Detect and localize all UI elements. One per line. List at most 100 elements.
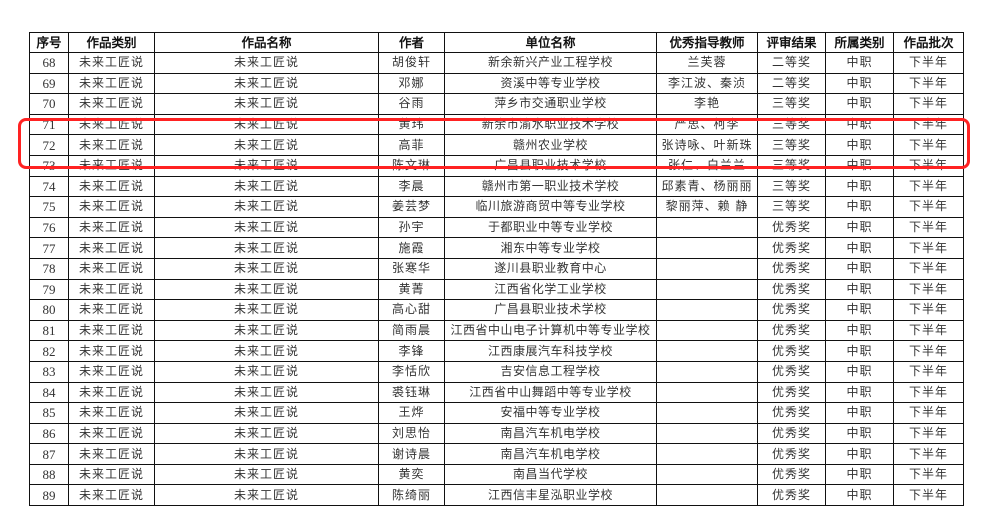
header-instructor: 优秀指导教师 <box>656 32 758 53</box>
cell-work-category: 未来工匠说 <box>68 154 155 177</box>
cell-author: 裘钰琳 <box>378 381 445 404</box>
cell-batch: 下半年 <box>893 216 964 239</box>
cell-school-name: 江西省中山舞蹈中等专业学校 <box>444 381 657 404</box>
cell-result: 三等奖 <box>757 134 826 156</box>
cell-instructor: 李江波、秦浈 <box>656 72 758 95</box>
cell-batch: 下半年 <box>893 154 964 177</box>
cell-school-name: 江西信丰星泓职业学校 <box>444 484 657 507</box>
cell-author: 邓娜 <box>378 72 445 95</box>
header-school-name: 单位名称 <box>444 32 657 53</box>
cell-work-title: 未来工匠说 <box>154 360 379 383</box>
table-row: 74 未来工匠说 未来工匠说 李晨 赣州市第一职业技术学校 邱素青、杨丽丽 三等奖 中职 下半年 <box>29 175 964 198</box>
cell-category: 中职 <box>825 299 894 321</box>
cell-batch: 下半年 <box>893 463 964 486</box>
cell-work-category: 未来工匠说 <box>68 257 155 280</box>
cell-work-title: 未来工匠说 <box>154 196 379 218</box>
table-row: 83 未来工匠说 未来工匠说 李恬欣 吉安信息工程学校 优秀奖 中职 下半年 <box>29 360 964 383</box>
cell-school-name: 安福中等专业学校 <box>444 402 657 424</box>
table-row: 75 未来工匠说 未来工匠说 姜芸梦 临川旅游商贸中等专业学校 黎丽萍、赖 静三等奖 中职下… <box>29 196 964 218</box>
cell-school-name: 南昌当代学校 <box>444 463 657 486</box>
table-row: 72 未来工匠说 未来工匠说 高菲 赣州农业学校 张诗咏、叶新珠 三等奖 中职 下半年 <box>29 134 964 156</box>
cell-work-title: 未来工匠说 <box>154 340 379 362</box>
header-work-category: 作品类别 <box>68 32 155 53</box>
cell-result: 二等奖 <box>757 52 826 74</box>
cell-author: 谢诗晨 <box>378 443 445 465</box>
cell-batch: 下半年 <box>893 402 964 424</box>
cell-work-category: 未来工匠说 <box>68 484 155 507</box>
cell-category: 中职 <box>825 360 894 383</box>
cell-author: 高菲 <box>378 134 445 156</box>
cell-result: 优秀奖 <box>757 237 826 259</box>
table-row: 84 未来工匠说 未来工匠说 裘钰琳 江西省中山舞蹈中等专业学校 优秀奖 中职 下半年 <box>29 381 964 404</box>
cell-category: 中职 <box>825 93 894 115</box>
cell-work-title: 未来工匠说 <box>154 237 379 259</box>
cell-category: 中职 <box>825 113 894 136</box>
cell-work-title: 未来工匠说 <box>154 72 379 95</box>
cell-result: 优秀奖 <box>757 422 826 445</box>
cell-author: 陈绮丽 <box>378 484 445 507</box>
cell-work-title: 未来工匠说 <box>154 52 379 74</box>
cell-instructor <box>656 463 758 486</box>
cell-serial-number: 88 <box>29 463 69 486</box>
cell-serial-number: 70 <box>29 93 69 115</box>
cell-work-category: 未来工匠说 <box>68 443 155 465</box>
cell-serial-number: 82 <box>29 340 69 362</box>
cell-result: 优秀奖 <box>757 257 826 280</box>
cell-author: 黄菁 <box>378 278 445 301</box>
cell-category: 中职 <box>825 402 894 424</box>
cell-author: 李锋 <box>378 340 445 362</box>
cell-result: 优秀奖 <box>757 381 826 404</box>
cell-result: 三等奖 <box>757 93 826 115</box>
cell-batch: 下半年 <box>893 93 964 115</box>
cell-category: 中职 <box>825 72 894 95</box>
cell-result: 优秀奖 <box>757 299 826 321</box>
cell-serial-number: 72 <box>29 134 69 156</box>
cell-work-category: 未来工匠说 <box>68 72 155 95</box>
cell-batch: 下半年 <box>893 360 964 383</box>
cell-serial-number: 86 <box>29 422 69 445</box>
cell-instructor <box>656 216 758 239</box>
cell-work-title: 未来工匠说 <box>154 299 379 321</box>
cell-batch: 下半年 <box>893 175 964 198</box>
table-row: 77 未来工匠说 未来工匠说 施霞 湘东中等专业学校 优秀奖 中职 下半年 <box>29 237 964 259</box>
cell-school-name: 江西康展汽车科技学校 <box>444 340 657 362</box>
cell-work-title: 未来工匠说 <box>154 257 379 280</box>
cell-result: 优秀奖 <box>757 360 826 383</box>
cell-work-title: 未来工匠说 <box>154 463 379 486</box>
header-batch: 作品批次 <box>893 32 964 53</box>
cell-instructor: 李艳 <box>656 93 758 115</box>
cell-serial-number: 87 <box>29 443 69 465</box>
cell-result: 优秀奖 <box>757 319 826 342</box>
cell-school-name: 资溪中等专业学校 <box>444 72 657 95</box>
cell-work-title: 未来工匠说 <box>154 175 379 198</box>
cell-work-category: 未来工匠说 <box>68 196 155 218</box>
cell-work-category: 未来工匠说 <box>68 463 155 486</box>
cell-result: 优秀奖 <box>757 402 826 424</box>
cell-serial-number: 73 <box>29 154 69 177</box>
cell-instructor: 兰芙蓉 <box>656 52 758 74</box>
cell-school-name: 南昌汽车机电学校 <box>444 422 657 445</box>
cell-author: 黄奕 <box>378 463 445 486</box>
cell-result: 三等奖 <box>757 196 826 218</box>
cell-instructor: 张仁、白兰兰 <box>656 154 758 177</box>
cell-batch: 下半年 <box>893 278 964 301</box>
cell-work-title: 未来工匠说 <box>154 154 379 177</box>
cell-school-name: 临川旅游商贸中等专业学校 <box>444 196 657 218</box>
table-row: 89 未来工匠说 未来工匠说 陈绮丽 江西信丰星泓职业学校 优秀奖 中职 下半年 <box>29 484 964 507</box>
cell-category: 中职 <box>825 52 894 74</box>
cell-author: 简雨晨 <box>378 319 445 342</box>
cell-work-title: 未来工匠说 <box>154 319 379 342</box>
cell-work-title: 未来工匠说 <box>154 402 379 424</box>
cell-author: 孙宇 <box>378 216 445 239</box>
cell-instructor <box>656 257 758 280</box>
cell-instructor: 严思、柯李 <box>656 113 758 136</box>
cell-batch: 下半年 <box>893 52 964 74</box>
cell-batch: 下半年 <box>893 484 964 507</box>
header-row: 序号 作品类别 作品名称 作者 单位名称 优秀指导教师 评审结果 所属类别 作品批次 <box>29 32 964 53</box>
cell-batch: 下半年 <box>893 381 964 404</box>
cell-author: 施霞 <box>378 237 445 259</box>
cell-instructor <box>656 381 758 404</box>
cell-instructor: 张诗咏、叶新珠 <box>656 134 758 156</box>
cell-work-category: 未来工匠说 <box>68 319 155 342</box>
cell-category: 中职 <box>825 381 894 404</box>
